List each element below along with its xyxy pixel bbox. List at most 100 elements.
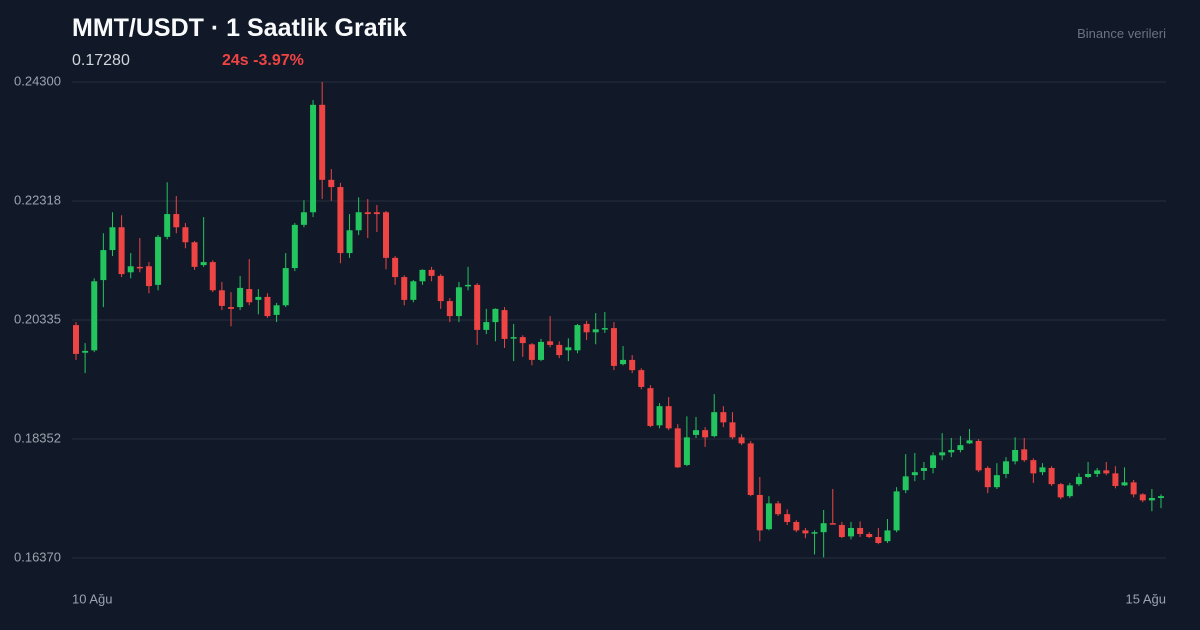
candle-body <box>838 524 845 537</box>
candle-body <box>1066 485 1073 497</box>
candle-body <box>410 281 417 300</box>
candle-body <box>1130 482 1137 495</box>
candle-body <box>920 467 927 471</box>
candle-body <box>674 428 681 468</box>
candle-body <box>829 523 836 525</box>
candle-body <box>483 322 490 330</box>
candle-body <box>246 289 253 303</box>
candle-body <box>118 227 125 275</box>
candle-body <box>474 284 481 330</box>
candle-body <box>355 212 362 231</box>
candle-body <box>538 341 544 360</box>
candle-body <box>173 214 180 228</box>
candle-body <box>610 328 617 366</box>
candle-body <box>747 443 754 495</box>
chart-title: MMT/USDT · 1 Saatlik Grafik <box>72 14 407 42</box>
candle-body <box>1057 484 1064 498</box>
candle-body <box>182 227 189 243</box>
candle-body <box>401 277 408 300</box>
candle-body <box>984 467 991 488</box>
candle-body <box>528 344 535 360</box>
candle-body <box>893 491 900 531</box>
candle-body <box>255 296 262 300</box>
candle-body <box>957 445 964 450</box>
candle-body <box>455 287 462 317</box>
candle-body <box>100 250 107 281</box>
candle-body <box>373 212 380 215</box>
candle-body <box>1085 473 1092 477</box>
candle-body <box>547 341 554 345</box>
candle-body <box>820 523 827 533</box>
candle-body <box>209 262 216 291</box>
candle-body <box>264 296 271 317</box>
candle-body <box>784 514 791 522</box>
y-tick-label: 0.16370 <box>14 549 61 564</box>
candle-body <box>811 532 818 534</box>
candle-body <box>1094 470 1101 474</box>
x-tick-label: 10 Ağu <box>72 591 113 606</box>
candle-body <box>693 430 699 435</box>
candle-body <box>364 212 371 215</box>
candle-body <box>200 262 207 266</box>
candle-body <box>930 455 937 468</box>
y-tick-label: 0.22318 <box>14 192 61 207</box>
candle-body <box>492 308 499 323</box>
candle-body <box>73 325 79 354</box>
candle-body <box>328 179 335 188</box>
source: Binance verileri <box>1077 26 1166 41</box>
candle-body <box>191 242 198 267</box>
candle-body <box>775 503 782 515</box>
candle-body <box>683 437 690 465</box>
y-tick-label: 0.24300 <box>14 73 61 88</box>
y-tick-label: 0.20335 <box>14 311 61 326</box>
candle-body <box>702 430 709 438</box>
candle-body <box>127 266 134 273</box>
candle-body <box>228 307 234 309</box>
candle-body <box>756 494 763 531</box>
candle-body <box>592 329 599 333</box>
candle-body <box>273 305 280 315</box>
candle-body <box>647 388 654 426</box>
candle-body <box>392 257 399 278</box>
candle-body <box>1021 449 1028 461</box>
candle-body <box>91 281 98 351</box>
candle-body <box>875 536 882 543</box>
candle-body <box>656 406 663 426</box>
candle-body <box>711 412 718 437</box>
candle-body <box>446 301 453 317</box>
y-tick-label: 0.18352 <box>14 430 61 445</box>
candle-body <box>720 412 727 423</box>
candle-body <box>565 347 572 351</box>
candle-body <box>155 236 162 285</box>
price: 0.17280 <box>72 52 130 69</box>
candle-body <box>501 310 508 339</box>
candle-body <box>993 475 1000 488</box>
candle-body <box>620 359 627 365</box>
candle-body <box>510 337 517 339</box>
candle-body <box>383 212 389 258</box>
candle-body <box>1121 482 1128 486</box>
candle-body <box>1075 476 1082 485</box>
candle-body <box>1003 461 1009 474</box>
candle-body <box>319 104 326 180</box>
candle-body <box>738 437 745 444</box>
candle-body <box>793 521 800 531</box>
x-tick-label: 15 Ağu <box>1126 591 1167 606</box>
candle-body <box>428 269 435 276</box>
candle-body <box>966 440 973 444</box>
candle-body <box>519 337 526 344</box>
candle-body <box>337 187 344 254</box>
candle-body <box>1139 494 1146 501</box>
candle-body <box>1148 497 1155 501</box>
candle-body <box>300 212 307 225</box>
candle-body <box>282 268 289 306</box>
candle-body <box>419 269 426 282</box>
candle-body <box>902 476 909 491</box>
candle-body <box>346 230 353 254</box>
candle-body <box>1012 449 1019 462</box>
candle-body <box>866 533 873 537</box>
candle-body <box>939 452 946 456</box>
candle-body <box>601 328 608 330</box>
